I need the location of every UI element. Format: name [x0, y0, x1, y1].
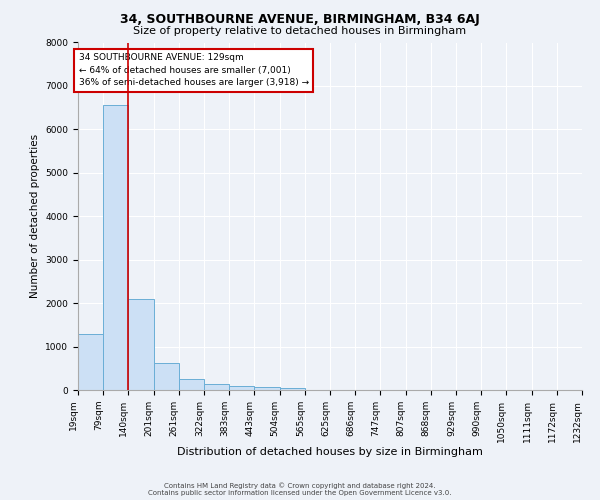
- Bar: [128, 299, 154, 390]
- Bar: [254, 386, 280, 390]
- Text: Contains HM Land Registry data © Crown copyright and database right 2024.: Contains HM Land Registry data © Crown c…: [164, 482, 436, 489]
- Bar: [179, 378, 204, 390]
- Bar: [204, 384, 229, 390]
- Y-axis label: Number of detached properties: Number of detached properties: [30, 134, 40, 298]
- Bar: [78, 334, 103, 390]
- Text: Contains public sector information licensed under the Open Government Licence v3: Contains public sector information licen…: [148, 490, 452, 496]
- Text: Size of property relative to detached houses in Birmingham: Size of property relative to detached ho…: [133, 26, 467, 36]
- Bar: [154, 363, 179, 390]
- Bar: [280, 388, 305, 390]
- X-axis label: Distribution of detached houses by size in Birmingham: Distribution of detached houses by size …: [177, 448, 483, 458]
- Bar: [103, 106, 128, 390]
- Text: 34, SOUTHBOURNE AVENUE, BIRMINGHAM, B34 6AJ: 34, SOUTHBOURNE AVENUE, BIRMINGHAM, B34 …: [120, 12, 480, 26]
- Bar: [229, 386, 254, 390]
- Text: 34 SOUTHBOURNE AVENUE: 129sqm
← 64% of detached houses are smaller (7,001)
36% o: 34 SOUTHBOURNE AVENUE: 129sqm ← 64% of d…: [79, 54, 308, 88]
